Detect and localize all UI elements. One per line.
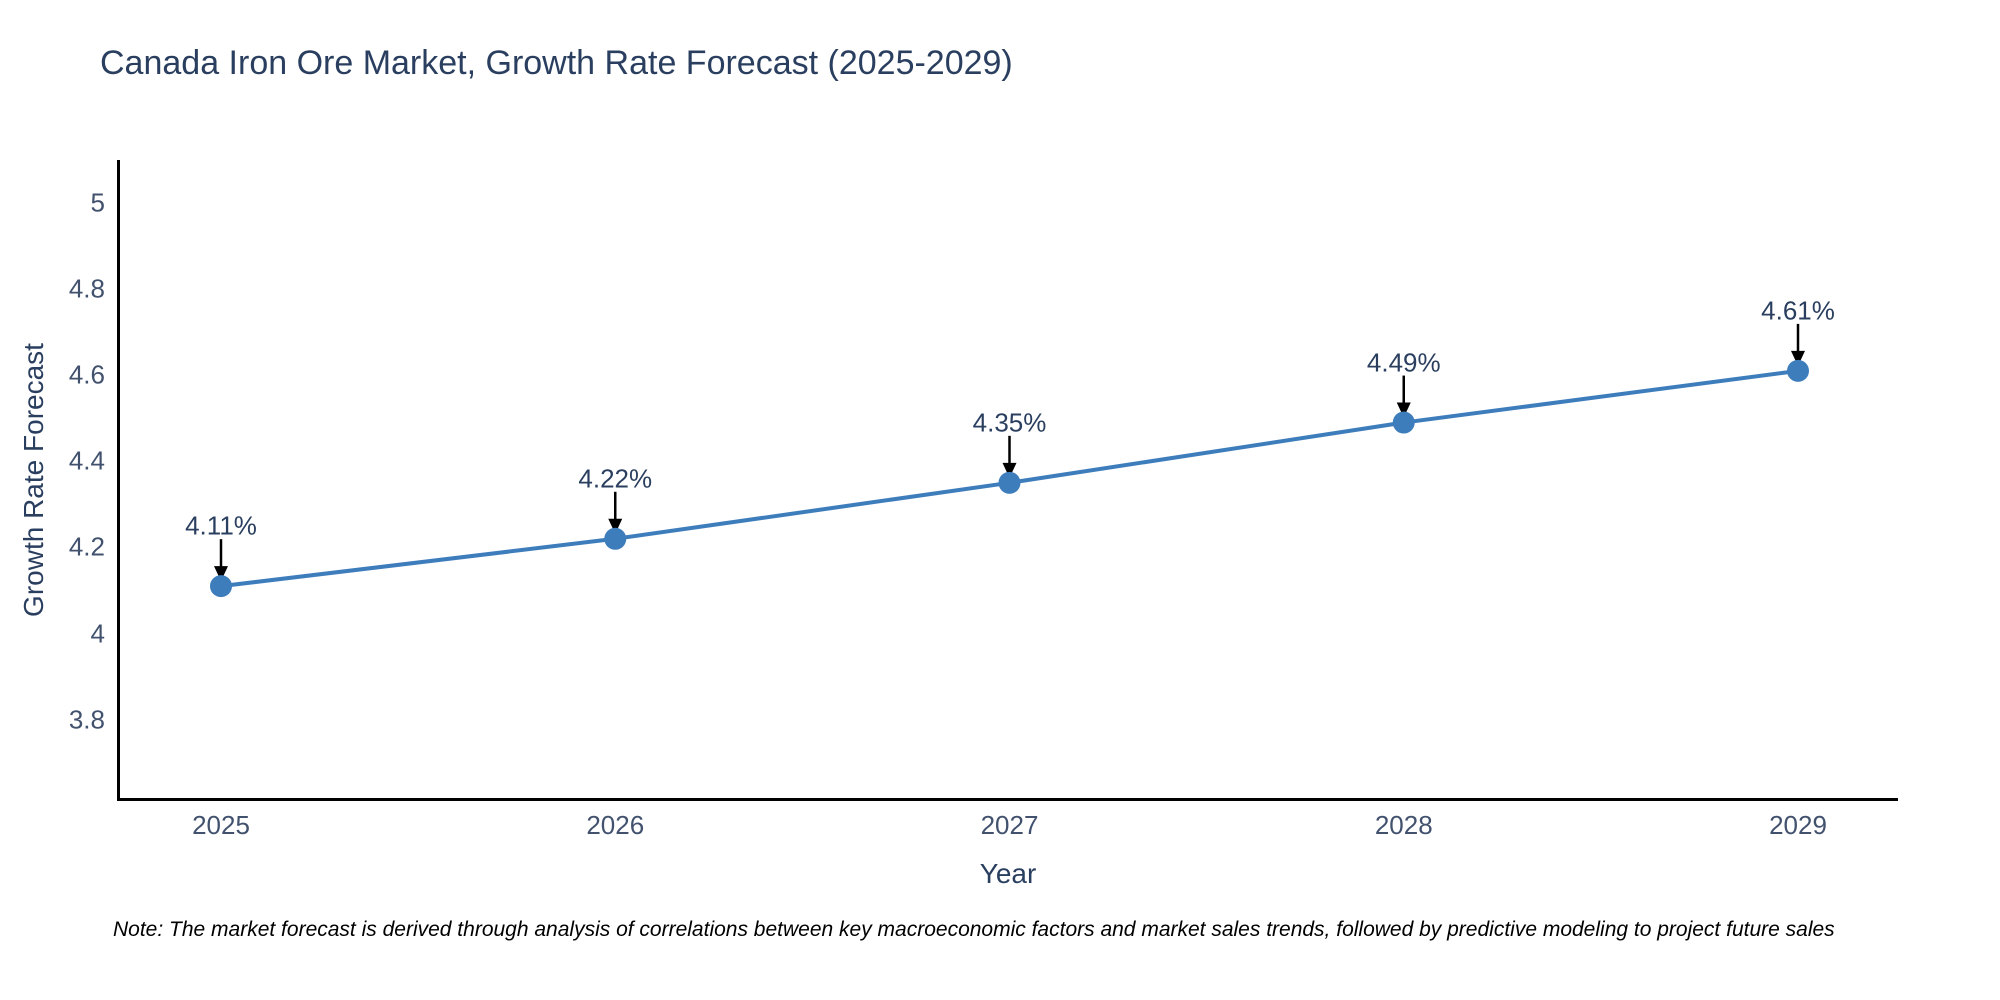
y-tick-label: 4.2 [68, 531, 105, 562]
point-value-label: 4.11% [185, 510, 257, 541]
x-tick-label: 2028 [1374, 810, 1433, 840]
y-tick-label: 4.8 [68, 273, 105, 304]
annotation-arrow-head [608, 518, 623, 534]
data-point-marker [604, 527, 627, 550]
x-tick-label: 2025 [192, 810, 250, 840]
point-value-label: 4.35% [972, 407, 1047, 438]
x-tick-label: 2026 [586, 810, 645, 840]
annotation-arrow-head [1396, 402, 1411, 418]
data-point-marker [210, 575, 232, 598]
point-value-label: 4.61% [1761, 295, 1835, 326]
y-tick-label: 3.8 [68, 704, 105, 735]
footnote: Note: The market forecast is derived thr… [113, 918, 1835, 941]
data-point-marker [1392, 411, 1415, 434]
x-axis-title: Year [979, 858, 1037, 889]
y-tick-label: 4.6 [68, 359, 105, 390]
y-tick-label: 4 [90, 618, 105, 648]
data-point-marker [1787, 359, 1809, 382]
annotation-arrow-head [1791, 350, 1805, 366]
chart-title: Canada Iron Ore Market, Growth Rate Fore… [100, 44, 1013, 82]
y-tick-label: 5 [90, 187, 105, 218]
point-value-label: 4.22% [578, 463, 653, 494]
annotation-arrow-head [214, 566, 228, 582]
x-tick-label: 2027 [980, 810, 1039, 840]
x-tick-label: 2029 [1769, 810, 1827, 840]
point-value-label: 4.49% [1366, 347, 1441, 378]
annotation-arrow-head [1002, 462, 1017, 478]
y-tick-label: 4.4 [68, 445, 105, 476]
data-point-marker [998, 471, 1021, 494]
